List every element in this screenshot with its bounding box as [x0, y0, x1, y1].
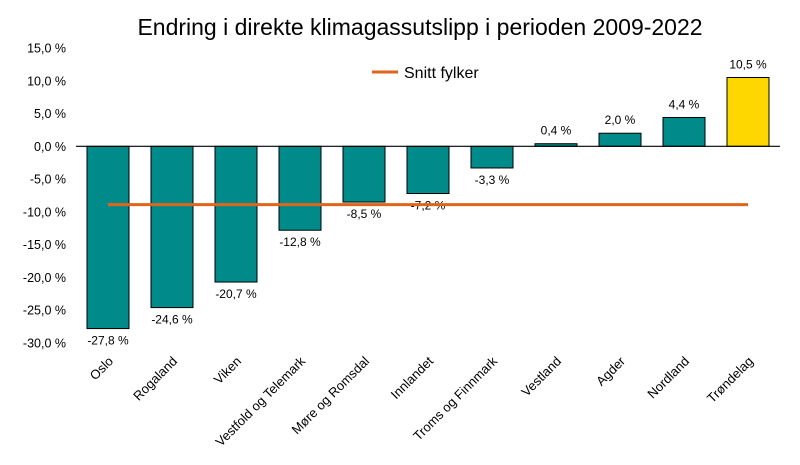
y-tick-label: -20,0 %: [23, 271, 66, 285]
y-tick-label: 15,0 %: [27, 42, 66, 56]
bar: [726, 77, 770, 147]
y-tick-label: 5,0 %: [34, 107, 66, 121]
y-axis: 15,0 % 10,0 % 5,0 % 0,0 % -5,0 % -10,0 % -15,0…: [23, 42, 66, 351]
bar: [86, 145, 130, 330]
data-label: 10,5 %: [729, 58, 767, 72]
bar: [278, 145, 322, 231]
data-label: -20,7 %: [215, 287, 257, 301]
data-label: 2,0 %: [605, 113, 636, 127]
category-label: Vestland: [518, 354, 564, 400]
data-labels: -27,8 %-24,6 %-20,7 %-12,8 %-8,5 %-7,2 %…: [87, 58, 767, 348]
bar: [214, 145, 258, 283]
category-label: Agder: [593, 353, 629, 389]
y-tick-label: 0,0 %: [34, 140, 66, 154]
bar: [150, 145, 194, 309]
category-label: Viken: [211, 354, 244, 387]
y-tick-label: -5,0 %: [30, 173, 66, 187]
bar: [598, 132, 642, 147]
bar: [662, 116, 706, 147]
data-label: 4,4 %: [669, 97, 700, 111]
category-label: Trøndelag: [704, 354, 756, 406]
data-label: -27,8 %: [87, 334, 129, 348]
bar: [470, 145, 514, 169]
legend: Snitt fylker: [372, 65, 479, 82]
category-label: Oslo: [87, 354, 117, 384]
data-label: -12,8 %: [279, 235, 321, 249]
category-label: Rogaland: [130, 354, 180, 404]
chart-title: Endring i direkte klimagassutslipp i per…: [137, 14, 702, 40]
bar: [342, 145, 386, 203]
category-label: Innlandet: [388, 353, 437, 402]
data-label: 0,4 %: [541, 124, 572, 138]
y-tick-label: 10,0 %: [27, 74, 66, 88]
data-label: -8,5 %: [347, 207, 382, 221]
y-tick-label: -10,0 %: [23, 205, 66, 219]
y-tick-label: -15,0 %: [23, 238, 66, 252]
data-label: -3,3 %: [475, 173, 510, 187]
bar: [406, 145, 450, 195]
y-tick-label: -25,0 %: [23, 304, 66, 318]
data-label: -24,6 %: [151, 313, 193, 327]
y-tick-label: -30,0 %: [23, 337, 66, 351]
legend-label-average: Snitt fylker: [404, 65, 479, 82]
category-label: Nordland: [644, 354, 692, 402]
